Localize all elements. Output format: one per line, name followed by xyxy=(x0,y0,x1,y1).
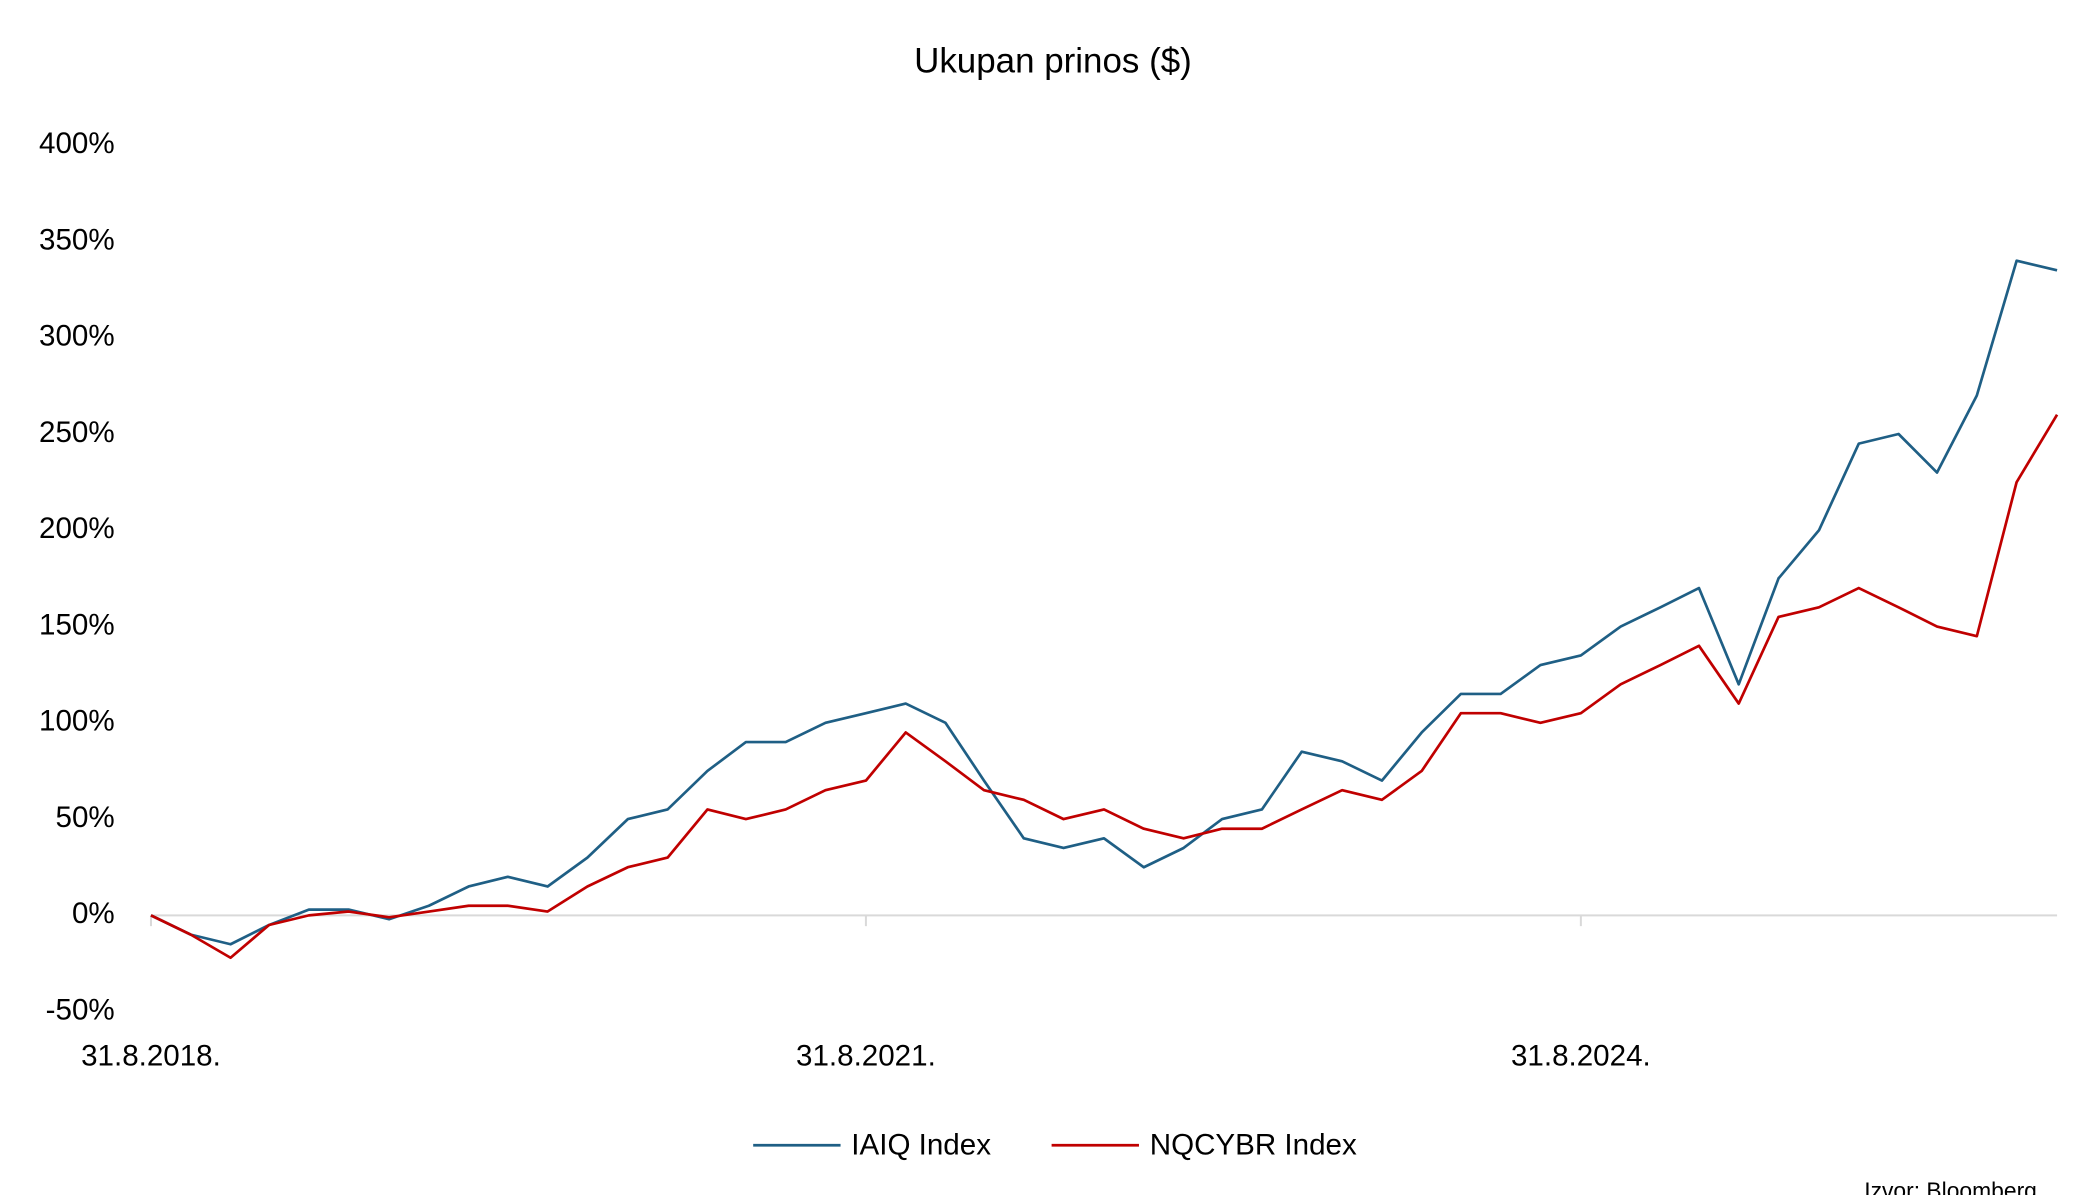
legend-label: NQCYBR Index xyxy=(1150,1128,1357,1161)
x-tick-label: 31.8.2021. xyxy=(796,1040,936,1073)
y-tick-label: 250% xyxy=(39,416,115,449)
y-tick-label: -50% xyxy=(46,993,115,1026)
x-tick-label: 31.8.2024. xyxy=(1511,1040,1651,1073)
y-tick-label: 150% xyxy=(39,608,115,641)
y-tick-label: 200% xyxy=(39,512,115,545)
y-tick-label: 0% xyxy=(72,897,115,930)
source: Izvor: Bloomberg xyxy=(1864,1177,2037,1195)
x-tick-label: 31.8.2018. xyxy=(81,1040,221,1073)
y-tick-label: 50% xyxy=(56,801,115,834)
y-tick-label: 300% xyxy=(39,320,115,353)
series-line xyxy=(150,414,2059,960)
series-line xyxy=(150,259,2058,946)
chart-title: Ukupan prinos ($) xyxy=(914,41,1192,80)
y-tick-label: 350% xyxy=(39,223,115,256)
legend-label: IAIQ Index xyxy=(851,1128,991,1161)
y-tick-label: 400% xyxy=(39,127,115,160)
y-tick-label: 100% xyxy=(39,705,115,738)
